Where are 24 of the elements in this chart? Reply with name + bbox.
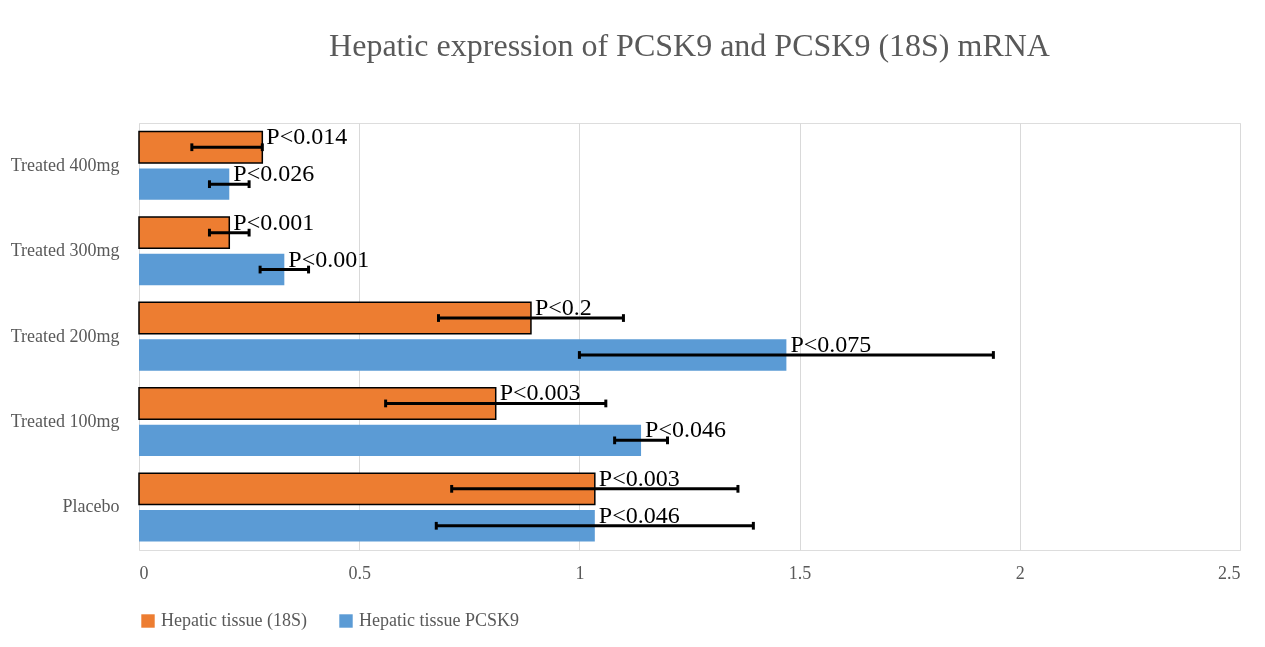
data-label: P<0.014 [266,123,348,150]
y-tick-label: Placebo [62,496,120,517]
x-tick-label: 1 [575,562,585,583]
x-tick-label: 0 [139,562,149,583]
y-tick-label: Treated 400mg [10,154,120,175]
x-tick-label: 1.5 [788,562,812,583]
data-label: P<0.046 [598,501,680,528]
data-label: P<0.003 [499,379,581,406]
legend-label: Hepatic tissue PCSK9 [359,610,519,630]
x-tick-label: 2 [1015,562,1025,583]
data-label: P<0.046 [645,416,726,443]
y-tick-label: Treated 300mg [10,240,120,261]
data-label: P<0.001 [288,245,370,272]
data-label: P<0.2 [534,294,592,321]
y-tick-label: Treated 200mg [10,325,120,346]
x-tick-label: 0.5 [348,562,371,583]
data-label: P<0.026 [233,160,315,187]
data-label: P<0.075 [790,330,872,357]
data-label: P<0.003 [598,464,680,491]
legend-label: Hepatic tissue (18S) [161,610,307,631]
data-label: P<0.001 [233,208,315,235]
x-tick-label: 2.5 [1218,562,1241,583]
chart-title: Hepatic expression of PCSK9 and PCSK9 (18S) mRNA [329,27,1050,63]
y-tick-label: Treated 100mg [10,410,120,431]
